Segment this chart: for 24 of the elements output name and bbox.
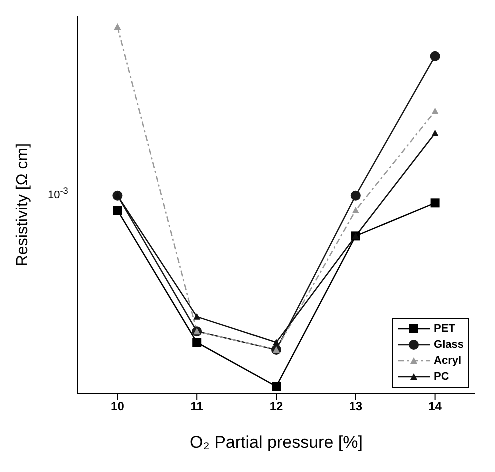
point (432, 108, 439, 114)
x-tick-label: 12 (270, 400, 284, 414)
legend-label: Acryl (434, 355, 462, 367)
point (432, 130, 439, 136)
point (272, 382, 281, 392)
point (430, 198, 440, 208)
point (352, 207, 360, 214)
legend-label: PET (434, 323, 456, 335)
point (192, 338, 202, 348)
point (273, 339, 280, 346)
point (430, 51, 440, 62)
x-tick-label: 10 (111, 400, 125, 414)
point (114, 24, 122, 30)
point (113, 206, 122, 216)
text: 10$^{-3}$ (48, 186, 68, 202)
x-tick-label: 13 (349, 400, 363, 414)
x-tick-label: 11 (190, 400, 204, 414)
legend-label: Glass (434, 339, 464, 351)
y-axis-title: Resistivity [Ω cm] (14, 143, 32, 267)
point (350, 190, 361, 201)
point (194, 313, 201, 320)
x-tick-label: 14 (428, 400, 442, 414)
legend-label: PC (434, 371, 450, 383)
x-axis-title: O₂ Partial pressure [%] (190, 433, 363, 452)
